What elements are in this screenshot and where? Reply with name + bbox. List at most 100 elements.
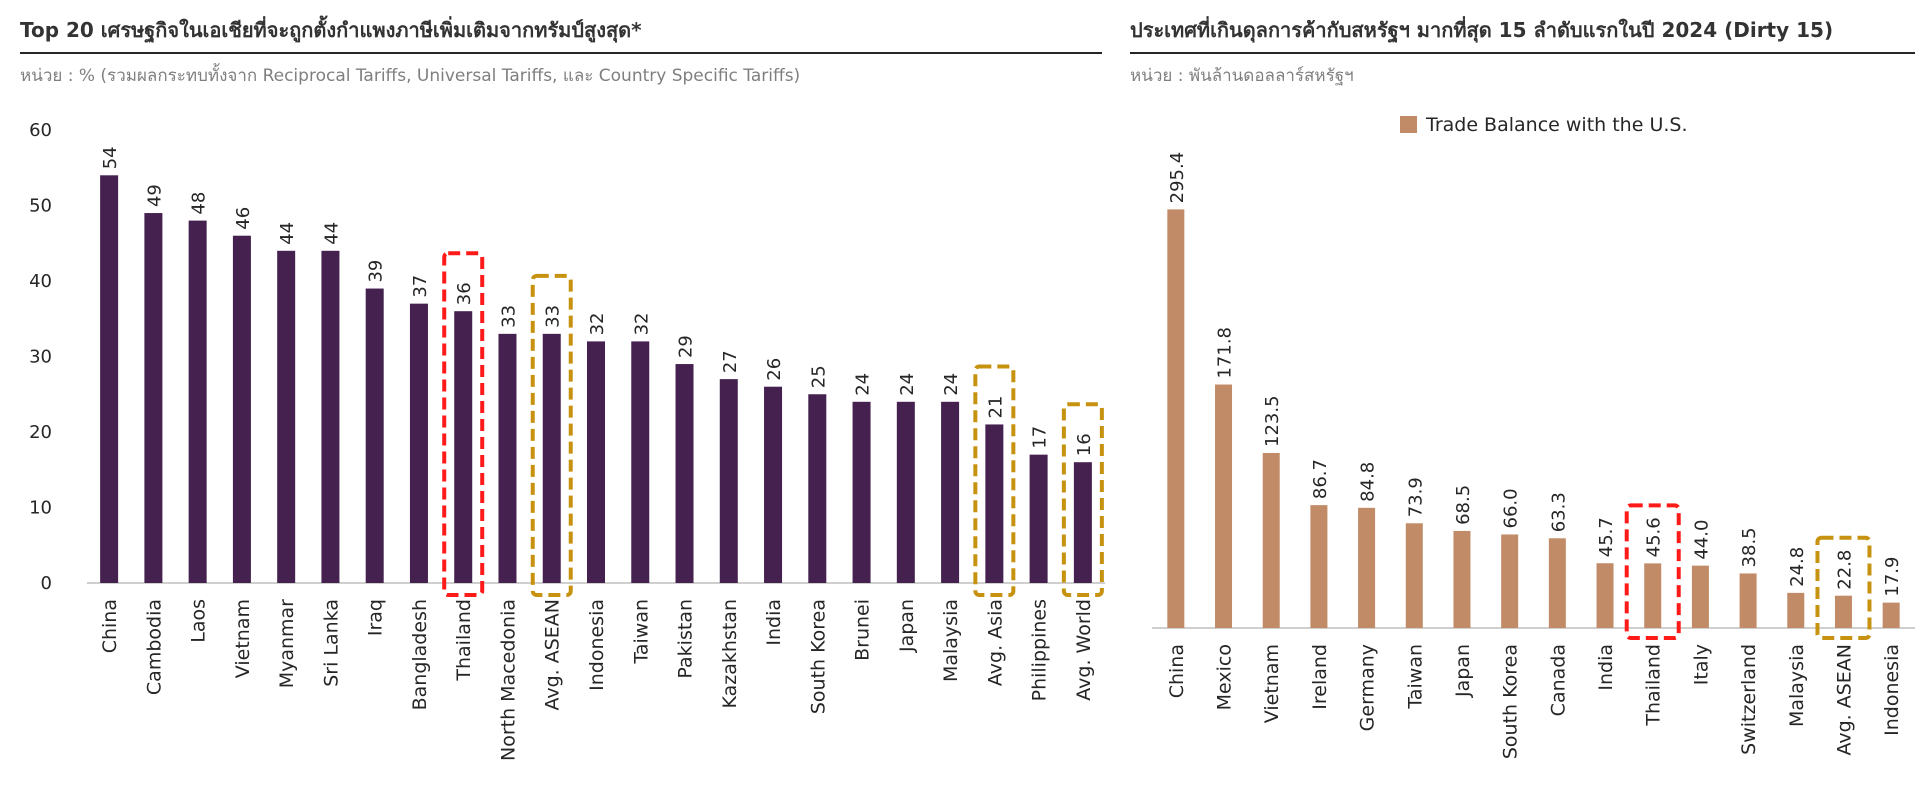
- x-tick-label: South Korea: [807, 599, 829, 714]
- data-label: 36: [454, 282, 475, 305]
- data-label: 16: [1074, 433, 1095, 456]
- bar: [1548, 538, 1566, 628]
- x-tick-label: Taiwan: [1404, 644, 1426, 710]
- x-tick-label: Switzerland: [1738, 644, 1760, 755]
- y-tick-label: 60: [29, 120, 52, 141]
- data-label: 295.4: [1167, 152, 1188, 204]
- data-label: 33: [498, 305, 519, 328]
- x-tick-label: Japan: [896, 599, 918, 653]
- x-tick-label: Cambodia: [143, 599, 165, 695]
- bar: [1787, 592, 1805, 628]
- data-label: 45.6: [1644, 517, 1665, 557]
- bar: [1262, 452, 1280, 628]
- bar: [1834, 595, 1852, 628]
- data-label: 123.5: [1262, 395, 1283, 447]
- highlight-box-gold: [1815, 535, 1872, 641]
- data-label: 24: [941, 373, 962, 396]
- bar: [1215, 384, 1233, 628]
- x-tick-label: Iraq: [365, 599, 387, 636]
- x-tick-label: Malaysia: [1786, 644, 1808, 727]
- bar: [1310, 505, 1328, 628]
- right-title-rule: [1130, 52, 1915, 54]
- data-label: 29: [676, 335, 697, 358]
- data-label: 68.5: [1453, 485, 1474, 525]
- data-label: 33: [543, 305, 564, 328]
- bar: [542, 333, 561, 583]
- right-chart-panel: ประเทศที่เกินดุลการค้ากับสหรัฐฯ มากที่สุ…: [1130, 0, 1915, 803]
- bar: [1029, 454, 1048, 583]
- x-tick-label: Ireland: [1309, 644, 1331, 710]
- x-tick-label: Kazakhstan: [719, 599, 741, 708]
- right-chart-title: ประเทศที่เกินดุลการค้ากับสหรัฐฯ มากที่สุ…: [1130, 18, 1834, 42]
- x-tick-label: Sri Lanka: [320, 599, 342, 687]
- bar: [719, 379, 738, 583]
- highlight-box-red: [1624, 503, 1681, 641]
- x-tick-label: Avg. ASEAN: [1833, 644, 1855, 756]
- x-tick-label: Indonesia: [1881, 644, 1903, 736]
- bar: [1405, 523, 1423, 628]
- x-tick-label: India: [1595, 644, 1617, 691]
- highlight-box-gold: [973, 364, 1016, 598]
- x-tick-label: Bangladesh: [409, 599, 431, 710]
- left-bar-chart: 0 10 20 30 40 50 60 54 China 49 Cambodia 48 Laos 46 Vi…: [29, 120, 1105, 761]
- highlight-box-gold: [1061, 402, 1104, 598]
- x-tick-label: Mexico: [1214, 644, 1236, 710]
- bar: [100, 175, 119, 584]
- bar: [1882, 602, 1900, 628]
- y-tick-label: 0: [41, 573, 52, 594]
- x-tick-label: Thailand: [453, 599, 475, 682]
- bar: [631, 341, 650, 583]
- bar: [675, 364, 694, 583]
- bar: [1358, 507, 1376, 628]
- bar: [941, 401, 960, 583]
- data-label: 37: [410, 275, 431, 298]
- bar: [1167, 209, 1185, 628]
- left-chart-panel: Top 20 เศรษฐกิจในเอเชียที่จะถูกตั้งกำแพง…: [20, 18, 1105, 761]
- left-chart-title: Top 20 เศรษฐกิจในเอเชียที่จะถูกตั้งกำแพง…: [20, 18, 642, 42]
- highlight-box-red: [442, 251, 485, 597]
- x-tick-label: China: [99, 599, 121, 653]
- left-chart-unit: หน่วย : % (รวมผลกระทบทั้งจาก Reciprocal …: [20, 66, 801, 86]
- data-label: 25: [808, 365, 829, 388]
- left-title-rule: [20, 52, 1102, 54]
- bar: [321, 250, 340, 584]
- bar: [409, 303, 428, 583]
- bar: [1644, 563, 1662, 628]
- y-tick-label: 30: [29, 347, 52, 368]
- x-tick-label: Malaysia: [940, 599, 962, 682]
- right-chart-unit: หน่วย : พันล้านดอลลาร์สหรัฐฯ: [1130, 66, 1354, 86]
- bar: [852, 401, 871, 583]
- data-label: 44: [277, 222, 298, 245]
- bar: [232, 235, 251, 583]
- data-label: 17: [1030, 426, 1051, 449]
- data-label: 17.9: [1882, 557, 1903, 597]
- x-tick-label: Vietnam: [232, 599, 254, 678]
- legend-label: Trade Balance with the U.S.: [1425, 114, 1688, 136]
- highlight-box-gold: [530, 273, 573, 597]
- bar: [365, 288, 384, 583]
- legend-swatch: [1400, 116, 1417, 133]
- x-tick-label: Myanmar: [276, 599, 298, 688]
- bar: [498, 333, 517, 583]
- x-tick-label: India: [763, 599, 785, 646]
- bar: [188, 220, 207, 583]
- bar: [144, 213, 163, 584]
- x-tick-label: Taiwan: [630, 599, 652, 665]
- x-tick-label: South Korea: [1500, 644, 1522, 759]
- data-label: 24: [853, 373, 874, 396]
- data-label: 44: [321, 222, 342, 245]
- data-label: 26: [764, 358, 785, 381]
- data-label: 73.9: [1405, 477, 1426, 517]
- bar: [1739, 573, 1757, 628]
- data-label: 54: [100, 146, 121, 169]
- x-tick-label: China: [1166, 644, 1188, 698]
- data-label: 48: [189, 192, 210, 215]
- data-label: 46: [233, 207, 254, 230]
- data-label: 24: [897, 373, 918, 396]
- bar: [454, 311, 473, 583]
- data-label: 32: [587, 312, 608, 335]
- data-label: 32: [631, 312, 652, 335]
- data-label: 21: [985, 396, 1006, 419]
- data-label: 86.7: [1310, 459, 1331, 499]
- data-label: 39: [366, 260, 387, 283]
